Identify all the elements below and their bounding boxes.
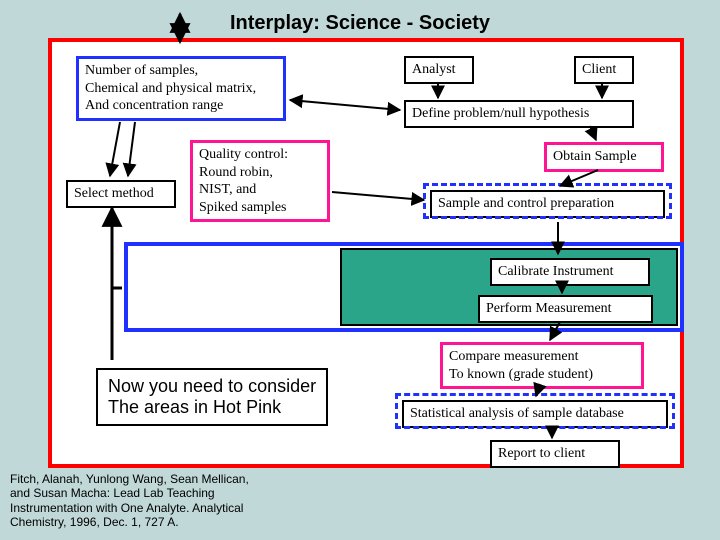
- box-stats-outline: [395, 393, 675, 429]
- hotpink-note: Now you need to consider The areas in Ho…: [96, 368, 328, 426]
- box-select: Select method: [66, 180, 176, 208]
- box-client: Client: [574, 56, 634, 84]
- box-qc: Quality control: Round robin, NIST, and …: [190, 140, 330, 222]
- box-sampleprep-outline: [423, 183, 672, 219]
- blue-frame: [124, 242, 684, 332]
- box-obtain: Obtain Sample: [544, 142, 664, 172]
- box-report: Report to client: [490, 440, 620, 468]
- diagram-title: Interplay: Science - Society: [0, 12, 720, 35]
- box-analyst: Analyst: [404, 56, 474, 84]
- citation-text: Fitch, Alanah, Yunlong Wang, Sean Mellic…: [10, 472, 270, 530]
- box-samples: Number of samples, Chemical and physical…: [76, 56, 286, 121]
- box-compare: Compare measurement To known (grade stud…: [440, 342, 644, 389]
- box-define: Define problem/null hypothesis: [404, 100, 634, 128]
